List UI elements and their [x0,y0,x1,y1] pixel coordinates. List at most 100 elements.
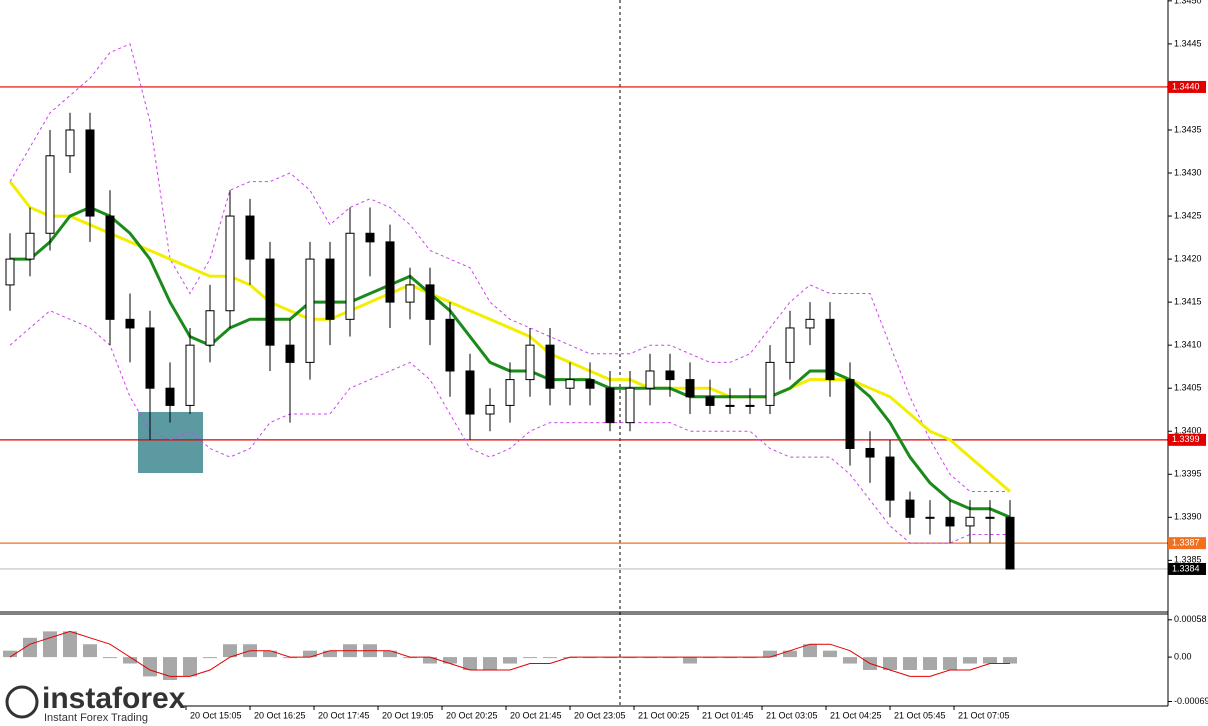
osc-bar [423,657,437,664]
candle-body [905,499,915,518]
candle-body [805,318,815,329]
osc-bar [723,657,737,659]
candle-body [1005,516,1015,570]
osc-bar [483,657,497,670]
osc-bar [183,657,197,677]
osc-bar [623,657,637,659]
y-tick-label: 1.3395 [1174,469,1202,479]
candle-body [925,516,935,519]
candle-body [185,344,195,406]
candle-body [105,215,115,320]
osc-bar [503,657,517,664]
candle-body [705,396,715,406]
candle-body [265,258,275,346]
osc-bar [983,657,997,664]
candle-body [305,258,315,363]
price-level-box [1168,537,1206,550]
candle-body [605,387,615,424]
candle-body [525,344,535,381]
candle-body [725,404,735,407]
x-tick-label: 21 Oct 05:45 [894,710,946,720]
price-level-label: 1.3440 [1172,81,1200,91]
y-tick-label: 1.3385 [1174,555,1202,565]
candle-body [765,361,775,406]
osc-bar [663,657,677,659]
candle-body [585,379,595,389]
x-tick-label: 21 Oct 00:25 [638,710,690,720]
osc-bar [463,657,477,670]
osc-tick-label: 0.00 [1174,651,1192,661]
x-tick-label: 21 Oct 01:45 [702,710,754,720]
osc-bar [103,657,117,659]
osc-bar [783,650,797,658]
osc-bar [543,657,557,659]
osc-bar [83,644,97,658]
candle-body [5,258,15,286]
y-tick-label: 1.3400 [1174,426,1202,436]
osc-bar [283,657,297,659]
osc-bar [943,657,957,670]
osc-bar [223,644,237,658]
x-tick-label: 20 Oct 23:05 [574,710,626,720]
osc-bar [703,657,717,659]
osc-bar [43,631,57,658]
candle-body [205,310,215,346]
candle-body [825,318,835,381]
candle-body [545,344,555,389]
osc-bar [683,657,697,664]
x-tick-label: 20 Oct 21:45 [510,710,562,720]
candle-body [65,129,75,157]
osc-bar [843,657,857,664]
candle-body [25,232,35,260]
candle-body [745,404,755,407]
osc-bar [443,657,457,664]
indicator-line [9,310,1010,544]
candle-body [425,284,435,320]
candle-body [465,370,475,415]
osc-bar [643,657,657,659]
candle-body [625,387,635,424]
osc-bar [583,657,597,659]
osc-bar [383,650,397,658]
osc-tick-label: 0.00058 [1174,614,1207,624]
x-tick-label: 20 Oct 15:05 [190,710,242,720]
logo-tagline: Instant Forex Trading [44,712,148,724]
x-tick-label: 21 Oct 03:05 [766,710,818,720]
candle-body [125,318,135,329]
candle-body [865,447,875,458]
y-tick-label: 1.3410 [1174,340,1202,350]
candle-body [985,516,995,519]
price-level-box [1168,433,1206,446]
osc-bar [923,657,937,670]
candle-body [45,155,55,234]
candle-body [325,258,335,320]
osc-bar [63,631,77,658]
osc-bar [883,657,897,670]
candle-body [405,284,415,303]
osc-bar [743,657,757,659]
osc-bar [803,644,817,658]
candle-body [385,241,395,303]
osc-bar [903,657,917,670]
candle-body [245,215,255,260]
price-level-label: 1.3387 [1172,538,1200,548]
x-tick-label: 20 Oct 17:45 [318,710,370,720]
candle-body [565,379,575,389]
logo: instaforex Instant Forex Trading [0,680,186,726]
candle-body [85,129,95,217]
osc-tick-label: -0.00069 [1174,696,1208,706]
osc-bar [203,657,217,659]
y-tick-label: 1.3390 [1174,512,1202,522]
y-tick-label: 1.3435 [1174,124,1202,134]
y-tick-label: 1.3415 [1174,297,1202,307]
x-tick-label: 20 Oct 20:25 [446,710,498,720]
osc-bar [603,657,617,659]
indicator-line [9,43,1010,492]
x-tick-label: 20 Oct 19:05 [382,710,434,720]
y-tick-label: 1.3450 [1174,0,1202,5]
candle-body [965,516,975,527]
candle-body [145,327,155,389]
x-tick-label: 21 Oct 07:05 [958,710,1010,720]
